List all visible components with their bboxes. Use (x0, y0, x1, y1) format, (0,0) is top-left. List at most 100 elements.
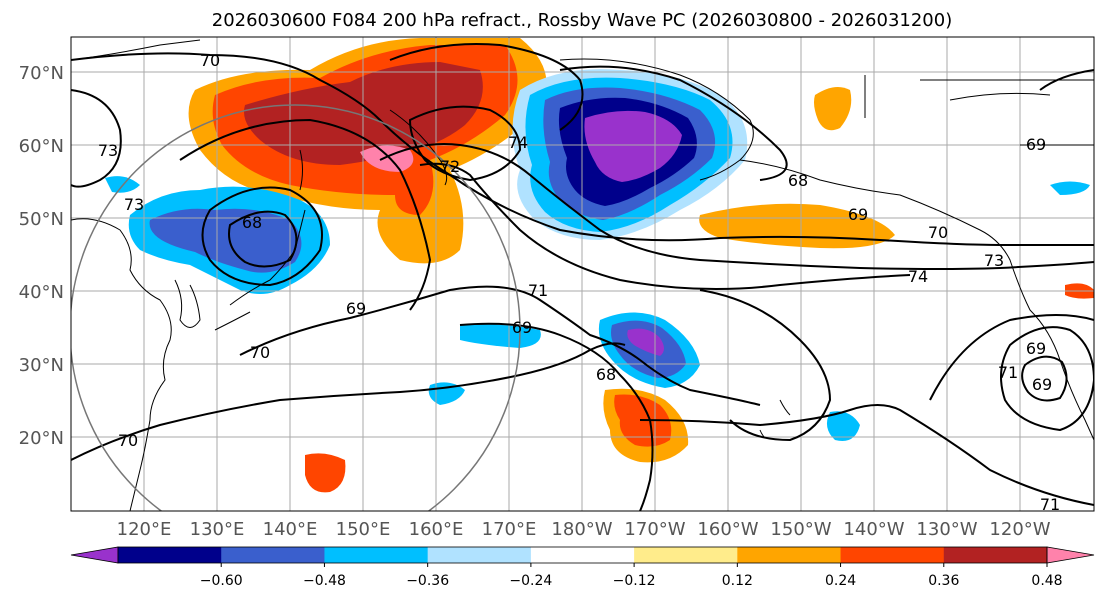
colorbar-segment (221, 547, 325, 563)
colorbar-segment (530, 547, 635, 563)
contour-label: 70 (118, 431, 138, 450)
positive-anomaly-small (305, 453, 346, 493)
contour-line (459, 322, 654, 511)
lat-tick-label: 30°N (19, 355, 64, 376)
contour-label: 68 (596, 365, 616, 384)
contour-label: 72 (440, 157, 460, 176)
coast-sakhalin-kamchatka (299, 109, 448, 191)
colorbar-segment (943, 547, 1048, 563)
contour-label: 69 (1026, 135, 1046, 154)
colorbar-tick-label: −0.12 (613, 573, 656, 589)
contour-line (1000, 326, 1094, 432)
contour-label: 73 (98, 141, 118, 160)
negative-anomaly-small-2 (826, 411, 860, 441)
lon-tick-label: 120°E (117, 519, 172, 540)
contour-label: 69 (512, 318, 532, 337)
contour-label: 70 (928, 223, 948, 242)
colorbar-extend-max (1046, 546, 1095, 564)
contour-line (71, 342, 626, 461)
contour-line (239, 285, 761, 406)
shaded-anomalies (105, 38, 1094, 493)
lat-tick-label: 70°N (19, 63, 64, 84)
lon-tick-label: 130°E (190, 519, 245, 540)
contour-label: 70 (250, 343, 270, 362)
contour-line (389, 43, 584, 131)
lon-tick-label: 160°W (697, 519, 758, 540)
contour-label: 74 (508, 133, 528, 152)
lat-tick-label: 40°N (19, 282, 64, 303)
colorbar-tick-label: −0.36 (406, 573, 449, 589)
lon-tick-label: 170°W (624, 519, 685, 540)
contour-line (929, 314, 1094, 401)
negative-anomaly-japan-core (149, 208, 302, 273)
reference-circle (71, 104, 521, 511)
colorbar-tick-label: 0.36 (928, 573, 959, 589)
lon-tick-label: 140°W (843, 519, 904, 540)
contour-label: 68 (788, 171, 808, 190)
contour-label: 71 (998, 363, 1018, 382)
lon-tick-label: 150°W (770, 519, 831, 540)
colorbar-segment (427, 547, 532, 563)
negative-anomaly-east (1050, 181, 1090, 195)
contour-line (71, 89, 122, 188)
lon-tick-label: 140°E (263, 519, 318, 540)
colorbar-tick-label: −0.24 (509, 573, 552, 589)
contour-line (179, 118, 432, 311)
lat-tick-label: 50°N (19, 209, 64, 230)
contour-line (71, 52, 1094, 247)
contour-label: 69 (346, 299, 366, 318)
contour-line (699, 289, 832, 442)
colorbar-tick-label: 0.12 (722, 573, 753, 589)
contour-line (559, 65, 788, 181)
contour-line (201, 186, 323, 287)
contour-line (408, 105, 522, 182)
contour-label: 69 (848, 205, 868, 224)
colorbar-tick-label: −0.48 (303, 573, 346, 589)
lat-tick-label: 20°N (19, 428, 64, 449)
contour-label: 73 (984, 251, 1004, 270)
contour-labels: 70 73 74 72 68 73 68 69 70 69 71 69 68 7… (98, 51, 1060, 514)
colorbar-tick-label: 0.48 (1031, 573, 1062, 589)
longitude-labels: 120°E 130°E 140°E 150°E 160°E 170°E 180°… (117, 519, 1051, 540)
colorbar-tick-label: 0.24 (825, 573, 856, 589)
figure-title: 2026030600 F084 200 hPa refract., Rossby… (212, 10, 953, 31)
colorbar-segment (840, 547, 945, 563)
coast-korea (174, 279, 201, 328)
lon-tick-label: 160°E (409, 519, 464, 540)
colorbar-tick-label: −0.60 (200, 573, 243, 589)
contour-line (228, 210, 298, 268)
contour-label: 70 (200, 51, 220, 70)
negative-anomaly-alaska-max (584, 110, 682, 182)
map-panel: 70 73 74 72 68 73 68 69 70 69 71 69 68 7… (19, 36, 1095, 540)
positive-anomaly-gulf-upper (814, 86, 852, 131)
contour-label: 71 (528, 281, 548, 300)
lon-tick-label: 150°E (336, 519, 391, 540)
lon-tick-label: 130°W (916, 519, 977, 540)
colorbar-segment (737, 547, 842, 563)
contour-label: 73 (124, 195, 144, 214)
lon-tick-label: 180°W (551, 519, 612, 540)
contour-line (639, 404, 1094, 506)
height-contours (71, 43, 1094, 511)
contour-line (1021, 355, 1068, 402)
contour-label: 71 (1040, 495, 1060, 514)
colorbar-segment (324, 547, 429, 563)
map-border (70, 36, 1095, 512)
lon-tick-label: 170°E (482, 519, 537, 540)
colorbar-extend-min (70, 546, 119, 564)
contour-label: 68 (242, 213, 262, 232)
colorbar-segment (634, 547, 738, 563)
latitude-labels: 70°N 60°N 50°N 40°N 30°N 20°N (19, 63, 64, 449)
lon-tick-label: 120°W (989, 519, 1050, 540)
colorbar-outline (117, 546, 1048, 564)
contour-line (379, 143, 1094, 270)
colorbar-segment (118, 547, 222, 563)
coast-japan (214, 209, 306, 331)
lat-tick-label: 60°N (19, 136, 64, 157)
contour-line (1039, 69, 1094, 91)
contour-label: 74 (908, 267, 928, 286)
contour-label: 69 (1032, 375, 1052, 394)
contour-label: 69 (1026, 339, 1046, 358)
colorbar: −0.60 −0.48 −0.36 −0.24 −0.12 0.12 0.24 0.36 0.4… (70, 546, 1095, 589)
